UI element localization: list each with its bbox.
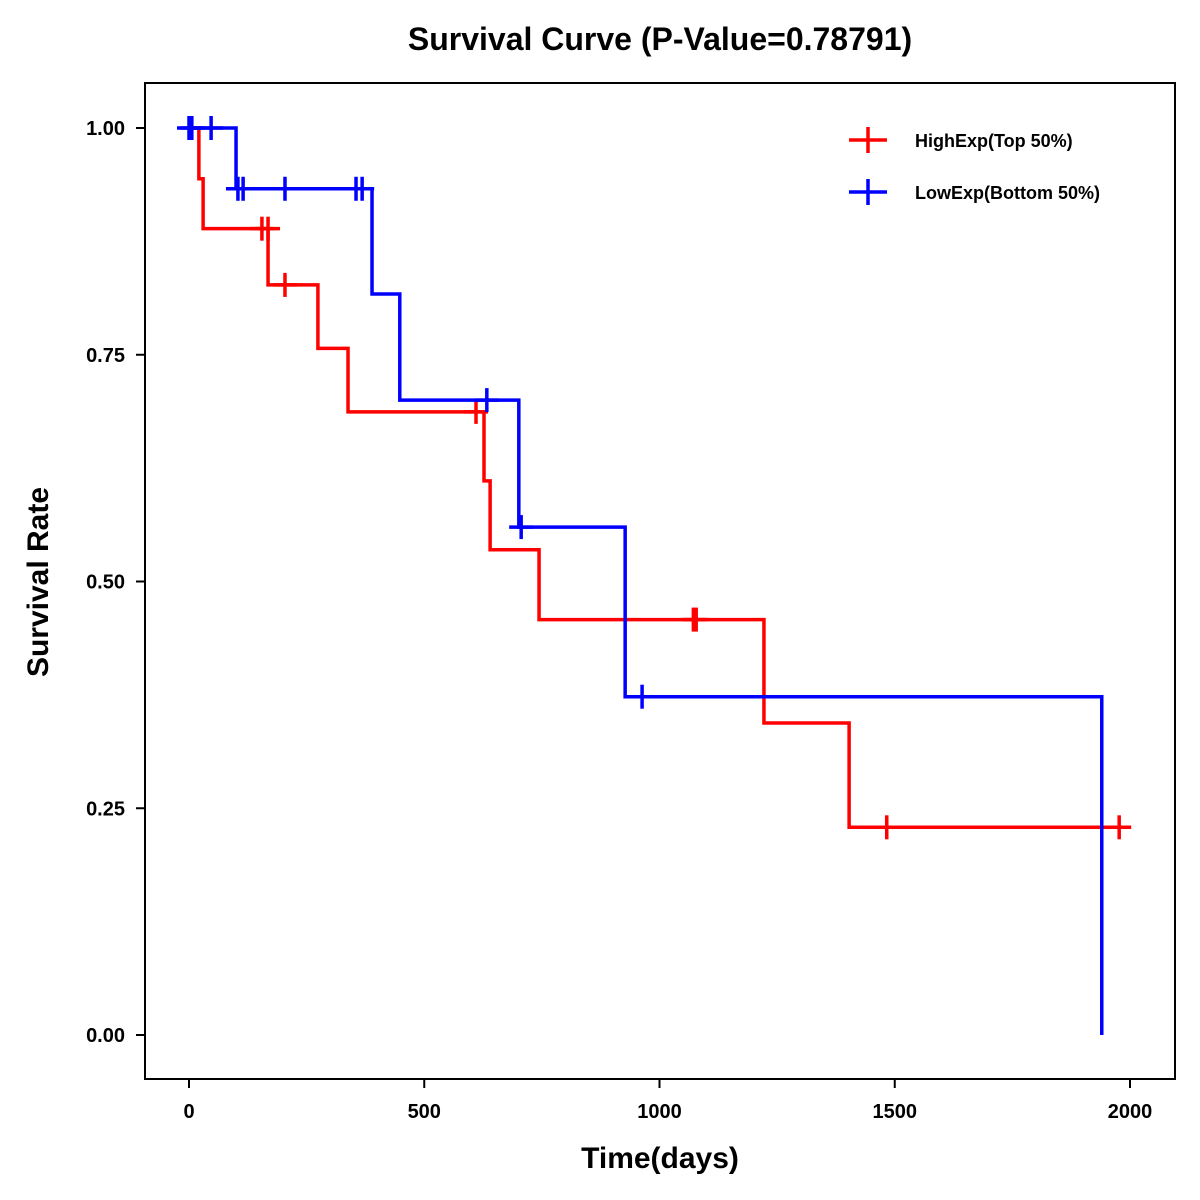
x-tick-label: 1000 bbox=[637, 1101, 682, 1123]
series-low-exp bbox=[177, 116, 1104, 1035]
x-tick-label: 500 bbox=[408, 1101, 441, 1123]
survival-step-line bbox=[189, 126, 1120, 830]
y-tick-label: 0.50 bbox=[86, 572, 125, 594]
legend-item: HighExp(Top 50%) bbox=[849, 127, 1073, 153]
y-tick-label: 0.75 bbox=[86, 345, 125, 367]
x-tick-label: 0 bbox=[183, 1101, 194, 1123]
x-tick-label: 1500 bbox=[873, 1101, 918, 1123]
series-high-exp bbox=[189, 126, 1132, 840]
legend-label: HighExp(Top 50%) bbox=[915, 131, 1073, 151]
x-tick-label: 2000 bbox=[1108, 1101, 1153, 1123]
legend-item: LowExp(Bottom 50%) bbox=[849, 179, 1100, 205]
y-tick-label: 0.00 bbox=[86, 1025, 125, 1047]
y-tick-label: 0.25 bbox=[86, 798, 125, 820]
legend: HighExp(Top 50%) LowExp(Bottom 50%) bbox=[849, 127, 1100, 205]
y-axis: 0.00 0.25 0.50 0.75 1.00 bbox=[86, 118, 145, 1047]
plot-border bbox=[144, 82, 1176, 1080]
series-layer bbox=[177, 116, 1132, 1035]
survival-step-line bbox=[189, 126, 1104, 1035]
x-axis-label: Time(days) bbox=[581, 1142, 739, 1175]
x-axis: 0 500 1000 1500 2000 bbox=[183, 1079, 1152, 1123]
legend-label: LowExp(Bottom 50%) bbox=[915, 183, 1100, 203]
chart-title: Survival Curve (P-Value=0.78791) bbox=[408, 21, 912, 57]
y-tick-label: 1.00 bbox=[86, 118, 125, 140]
y-axis-label: Survival Rate bbox=[22, 487, 55, 677]
